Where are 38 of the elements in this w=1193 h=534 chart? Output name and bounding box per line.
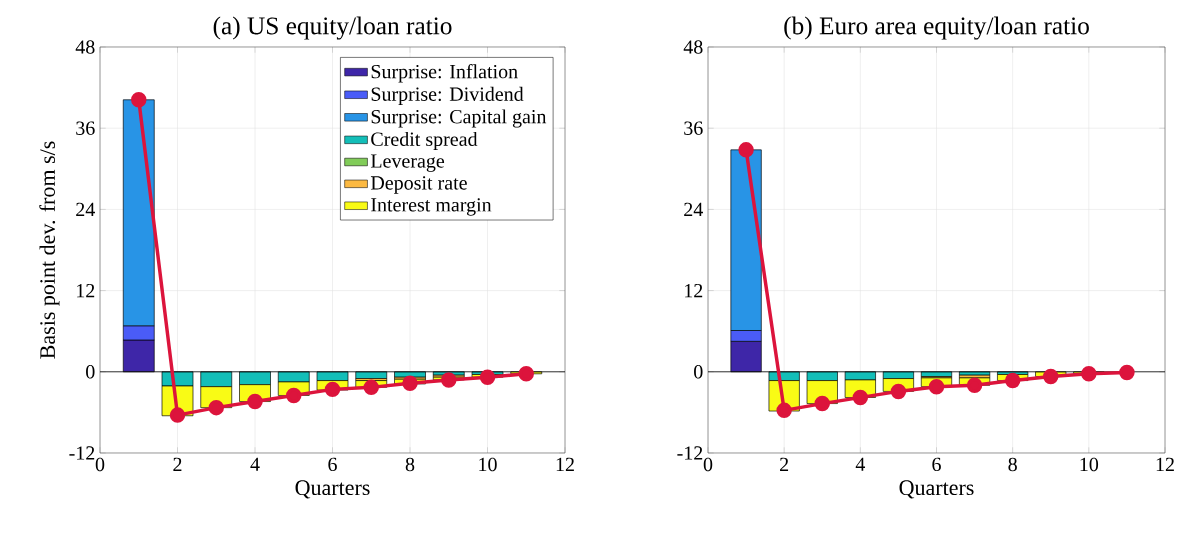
y-tick-label: 24: [76, 202, 95, 217]
x-tick-label: 4: [855, 457, 866, 471]
legend-label: Surprise: Dividend: [371, 86, 524, 105]
legend-label: Leverage: [370, 154, 445, 172]
y-tick-label: -12: [677, 446, 703, 460]
x-tick-label: 0: [703, 457, 713, 472]
x-tick-label: 2: [780, 457, 789, 471]
y-tick-label: 24: [684, 202, 703, 217]
x-tick-label: 6: [328, 457, 337, 472]
y-tick-label: 0: [86, 365, 95, 379]
x-tick-label: 12: [556, 457, 574, 471]
y-axis-title: Basis point dev. from s/s: [39, 141, 60, 359]
legend-label: Credit spread: [371, 131, 478, 151]
x-tick-label: 10: [479, 457, 497, 472]
y-tick-label: 36: [684, 121, 703, 135]
x-axis-title: Quarters: [899, 480, 974, 499]
y-tick-label: 48: [683, 40, 703, 54]
y-tick-label: -12: [69, 446, 95, 460]
x-tick-label: 10: [1080, 457, 1099, 472]
legend-label: Deposit rate: [370, 176, 467, 194]
y-tick-label: 12: [77, 283, 95, 298]
chart-title: (a) US equity/loan ratio: [213, 16, 452, 40]
x-tick-label: 8: [405, 457, 415, 472]
legend-label: Surprise: Capital gain: [371, 109, 547, 128]
x-axis-title: Quarters: [295, 480, 370, 499]
chart-title: (b) Euro area equity/loan ratio: [784, 16, 1089, 40]
y-tick-label: 12: [685, 283, 703, 298]
legend-label: Interest margin: [371, 198, 492, 216]
x-tick-label: 6: [932, 457, 941, 472]
x-tick-label: 2: [173, 457, 182, 471]
legend-label: Surprise: Inflation: [371, 64, 518, 83]
x-tick-label: 0: [95, 457, 105, 472]
y-tick-label: 48: [75, 40, 95, 54]
x-tick-label: 12: [1156, 457, 1174, 471]
y-tick-label: 0: [694, 365, 703, 379]
y-tick-label: 36: [76, 121, 95, 135]
x-tick-label: 4: [250, 457, 260, 471]
x-tick-label: 8: [1008, 457, 1017, 472]
